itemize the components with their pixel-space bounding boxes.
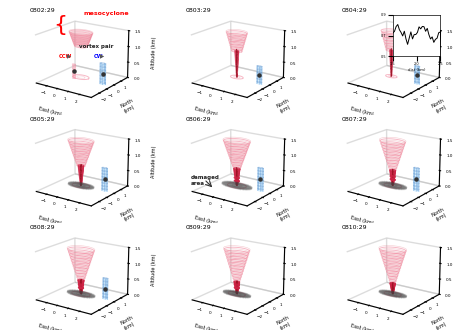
Text: mesocyclone: mesocyclone <box>83 11 129 16</box>
Text: 0806:29: 0806:29 <box>185 117 211 122</box>
Y-axis label: North
(km): North (km) <box>431 98 448 115</box>
Text: damaged
area: damaged area <box>191 175 219 186</box>
Text: 0808:29: 0808:29 <box>29 225 55 230</box>
Y-axis label: North
(km): North (km) <box>119 98 137 115</box>
Y-axis label: North
(km): North (km) <box>275 207 292 223</box>
Y-axis label: North
(km): North (km) <box>431 315 448 330</box>
Text: ▶: ▶ <box>67 54 71 59</box>
X-axis label: East (km): East (km) <box>194 323 218 330</box>
Text: CCW: CCW <box>58 54 72 59</box>
Text: 0810:29: 0810:29 <box>341 225 367 230</box>
X-axis label: East (km): East (km) <box>194 215 218 226</box>
Y-axis label: North
(km): North (km) <box>275 315 292 330</box>
X-axis label: East (km): East (km) <box>38 323 62 330</box>
Y-axis label: North
(km): North (km) <box>275 98 292 115</box>
X-axis label: East (km): East (km) <box>350 323 374 330</box>
Y-axis label: North
(km): North (km) <box>119 315 137 330</box>
Text: ▶: ▶ <box>100 54 104 59</box>
Text: 0803:29: 0803:29 <box>185 9 211 14</box>
Text: 0807:29: 0807:29 <box>341 117 367 122</box>
X-axis label: East (km): East (km) <box>194 106 218 117</box>
Text: 0805:29: 0805:29 <box>29 117 55 122</box>
Text: 0804:29: 0804:29 <box>341 9 367 14</box>
Text: vortex pair: vortex pair <box>79 44 113 49</box>
Text: {: { <box>54 15 68 35</box>
X-axis label: East (km): East (km) <box>38 106 62 117</box>
Text: 0802:29: 0802:29 <box>29 9 55 14</box>
Text: 0809:29: 0809:29 <box>185 225 211 230</box>
Y-axis label: North
(km): North (km) <box>431 207 448 223</box>
Y-axis label: North
(km): North (km) <box>119 207 137 223</box>
X-axis label: East (km): East (km) <box>350 106 374 117</box>
X-axis label: East (km): East (km) <box>38 215 62 226</box>
Text: CW: CW <box>93 54 103 59</box>
X-axis label: East (km): East (km) <box>350 215 374 226</box>
